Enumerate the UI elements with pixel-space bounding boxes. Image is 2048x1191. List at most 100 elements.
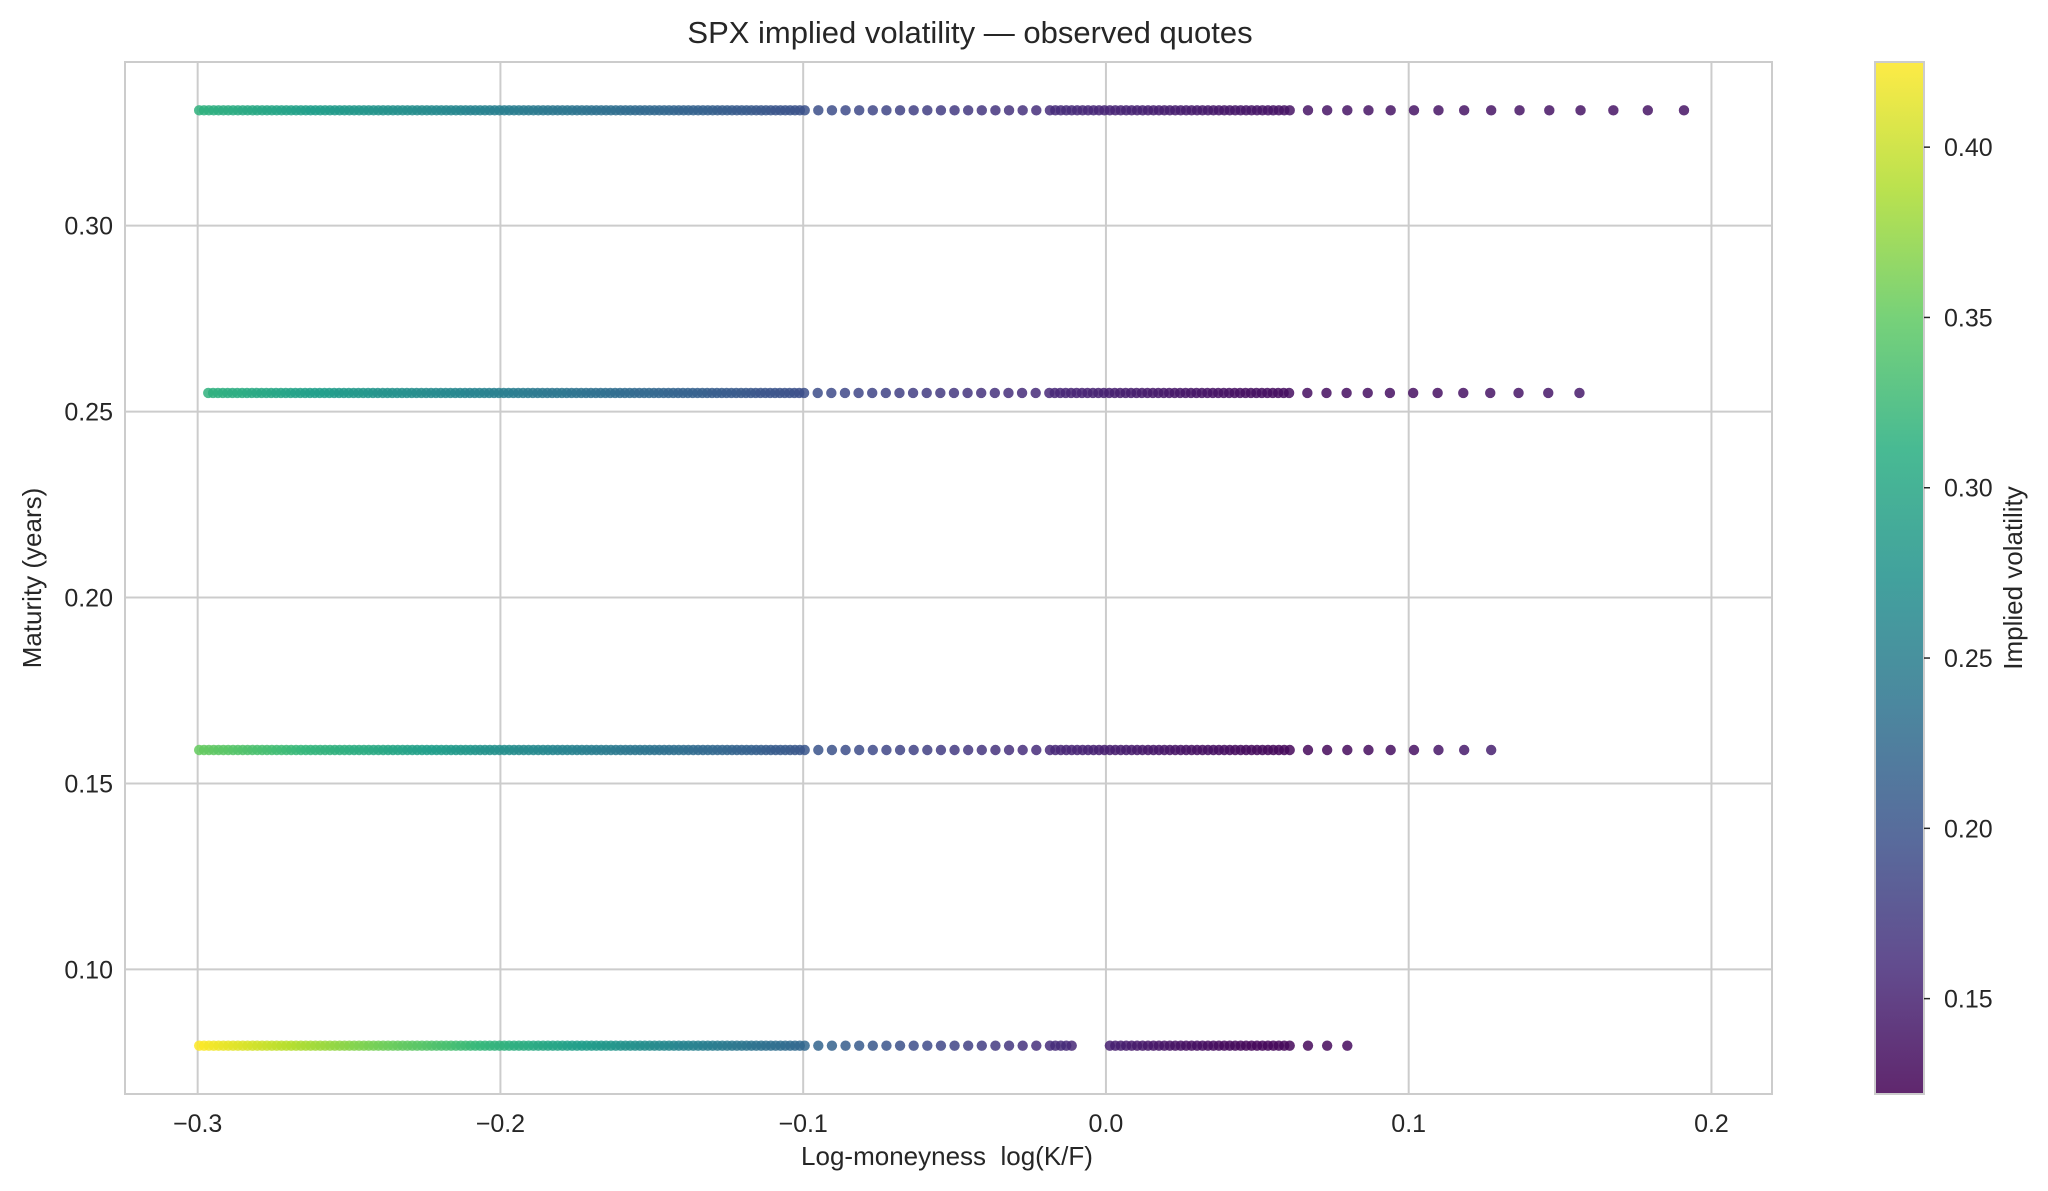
scatter-point [840, 1040, 851, 1051]
scatter-point [1342, 105, 1353, 116]
colorbar-label: Implied volatility [1998, 486, 2028, 670]
scatter-point [799, 1040, 810, 1051]
scatter-point [1017, 744, 1028, 756]
scatter-point [990, 744, 1001, 756]
scatter-point [1031, 105, 1042, 116]
scatter-point [881, 105, 892, 116]
scatter-point [1030, 387, 1041, 399]
colorbar-tick-label: 0.35 [1944, 304, 1993, 332]
scatter-point [1458, 387, 1469, 399]
scatter-point [1458, 744, 1470, 756]
scatter-point [1284, 105, 1295, 116]
scatter-point [799, 105, 810, 116]
scatter-point [922, 1040, 933, 1051]
scatter-point [1031, 744, 1042, 756]
scatter-point [1458, 105, 1470, 116]
scatter-point [1363, 105, 1374, 116]
scatter-point [948, 387, 960, 399]
x-axis-ticks: −0.3 −0.2 −0.1 0.0 0.1 0.2 [173, 1110, 1729, 1138]
scatter-point [826, 387, 837, 399]
scatter-point [799, 744, 810, 756]
scatter-point [1342, 744, 1353, 756]
scatter-point [853, 387, 864, 399]
scatter-point [813, 744, 824, 756]
scatter-points [193, 105, 1690, 1051]
colorbar-tick-label: 0.40 [1944, 134, 1993, 162]
y-tick-label: 0.20 [64, 585, 113, 613]
scatter-point [1284, 1040, 1295, 1051]
scatter-point [1003, 105, 1015, 116]
scatter-point [1302, 1040, 1314, 1051]
scatter-point [922, 744, 933, 756]
scatter-point [1433, 105, 1444, 116]
scatter-point [853, 105, 865, 116]
colorbar-gradient [1875, 62, 1924, 1094]
x-axis-label: Log-moneyness log(K/F) [801, 1141, 1093, 1171]
scatter-point [962, 744, 974, 756]
x-tick-label: −0.3 [173, 1110, 222, 1138]
scatter-point [1363, 744, 1374, 756]
scatter-point [1066, 1040, 1077, 1051]
scatter-point [1321, 387, 1332, 399]
y-tick-label: 0.15 [64, 770, 113, 798]
y-axis-ticks: 0.10 0.15 0.20 0.25 0.30 [64, 213, 113, 985]
scatter-point [1543, 387, 1554, 399]
scatter-point [989, 387, 1001, 399]
colorbar-ticks: 0.15 0.20 0.25 0.30 0.35 0.40 [1924, 134, 1993, 1014]
x-tick-label: −0.2 [476, 1110, 525, 1138]
scatter-point [894, 387, 905, 399]
scatter-point [1384, 387, 1396, 399]
scatter-point [908, 1040, 919, 1051]
scatter-point [867, 105, 879, 116]
scatter-point [812, 387, 823, 399]
scatter-point [949, 105, 960, 116]
scatter-point [976, 387, 987, 399]
chart-title: SPX implied volatility — observed quotes [687, 15, 1252, 50]
scatter-point [1031, 1040, 1042, 1051]
scatter-point [935, 387, 946, 399]
scatter-point [1017, 105, 1028, 116]
colorbar-frame [1874, 61, 1925, 1095]
scatter-point [839, 387, 851, 399]
scatter-point [1016, 387, 1028, 399]
scatter-point [881, 744, 892, 756]
scatter-point [1302, 387, 1313, 399]
scatter-point [908, 744, 919, 756]
plot-frame [124, 61, 1773, 1095]
scatter-point [894, 105, 906, 116]
scatter-point [1003, 1040, 1015, 1051]
scatter-point [921, 387, 932, 399]
colorbar-tick-label: 0.25 [1944, 645, 1993, 673]
scatter-point [1575, 105, 1586, 116]
scatter-point [826, 105, 838, 116]
scatter-point [1574, 387, 1585, 399]
scatter-point [894, 744, 906, 756]
scatter-point [826, 1040, 838, 1051]
scatter-point [1513, 387, 1524, 399]
scatter-point [1485, 387, 1496, 399]
y-tick-label: 0.10 [64, 956, 113, 984]
y-tick-label: 0.30 [64, 213, 113, 241]
scatter-point [853, 744, 865, 756]
scatter-point [1485, 744, 1497, 756]
scatter-point [908, 105, 919, 116]
scatter-point [962, 1040, 974, 1051]
scatter-point [976, 105, 987, 116]
scatter-point [1608, 105, 1619, 116]
plot-area [124, 61, 1773, 1095]
scatter-point [949, 744, 960, 756]
scatter-point [1302, 744, 1314, 756]
scatter-point [1003, 387, 1014, 399]
scatter-point [881, 1040, 892, 1051]
scatter-point [1017, 1040, 1028, 1051]
scatter-point [976, 1040, 987, 1051]
y-tick-label: 0.25 [64, 399, 113, 427]
grid [125, 62, 1772, 1094]
x-tick-label: 0.2 [1694, 1110, 1729, 1138]
scatter-point [1321, 1040, 1333, 1051]
scatter-point [1407, 387, 1419, 399]
colorbar-tick-label: 0.30 [1944, 475, 1993, 503]
scatter-point [1321, 744, 1333, 756]
